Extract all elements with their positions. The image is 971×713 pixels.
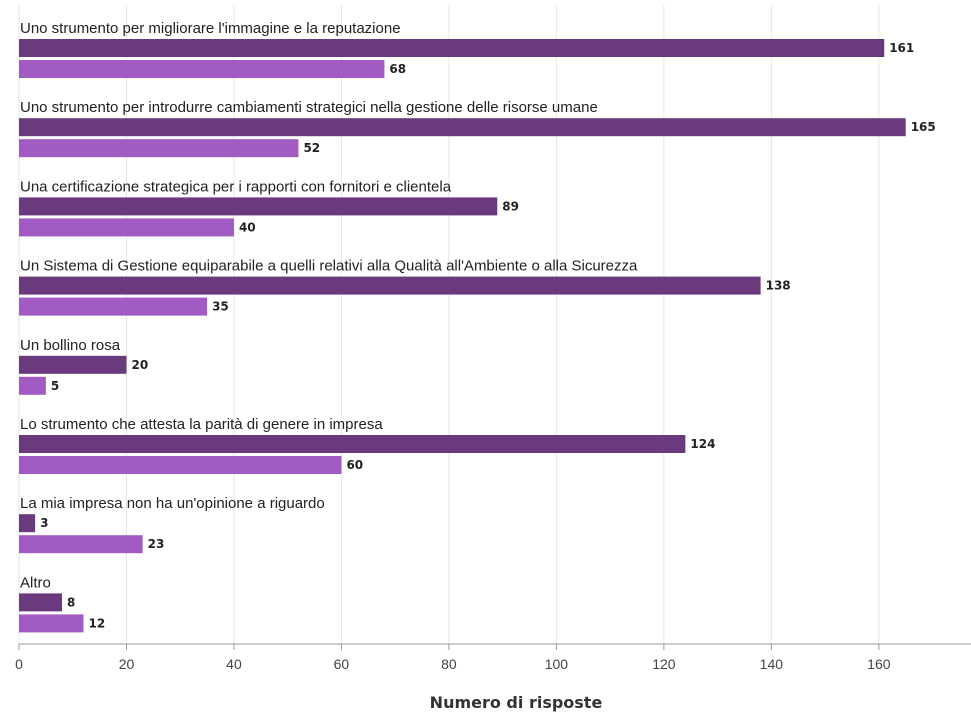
data-label: 165 — [911, 120, 936, 134]
x-tick-label: 20 — [119, 656, 135, 672]
data-label: 5 — [51, 379, 59, 393]
data-label: 89 — [502, 199, 519, 213]
category-label: Uno strumento per introdurre cambiamenti… — [20, 99, 598, 116]
x-axis-ticks: 0 20 40 60 80 100 120 140 160 — [15, 644, 891, 672]
data-label: 3 — [40, 516, 48, 530]
data-label: 52 — [303, 141, 320, 155]
data-label: 23 — [148, 537, 165, 551]
category-label: La mia impresa non ha un'opinione a rigu… — [20, 495, 325, 512]
bar — [19, 593, 62, 612]
bars — [19, 39, 906, 633]
bar — [19, 456, 342, 474]
bar — [19, 276, 761, 295]
data-label: 60 — [346, 458, 363, 472]
data-label: 40 — [239, 220, 256, 234]
bar — [19, 118, 906, 137]
labels: Uno strumento per migliorare l'immagine … — [20, 20, 936, 630]
bar — [19, 197, 498, 216]
x-tick-label: 100 — [545, 656, 569, 672]
x-tick-label: 60 — [334, 656, 350, 672]
gridlines — [18, 5, 880, 644]
data-label: 68 — [389, 62, 406, 76]
data-label: 12 — [88, 616, 105, 630]
bar — [19, 297, 208, 316]
x-tick-label: 40 — [226, 656, 242, 672]
category-label: Una certificazione strategica per i rapp… — [20, 178, 452, 195]
data-label: 20 — [131, 358, 148, 372]
bar — [19, 355, 127, 374]
data-label: 161 — [889, 41, 914, 55]
bar — [19, 614, 84, 633]
x-tick-label: 120 — [652, 656, 676, 672]
bar — [19, 435, 686, 453]
x-axis-title: Numero di risposte — [430, 693, 603, 712]
bar — [19, 376, 46, 395]
x-tick-label: 0 — [15, 656, 23, 672]
x-tick-label: 80 — [441, 656, 457, 672]
x-tick-label: 140 — [760, 656, 784, 672]
bar — [19, 535, 143, 554]
bar — [19, 60, 385, 78]
data-label: 35 — [212, 300, 229, 314]
category-label: Lo strumento che attesta la parità di ge… — [20, 416, 383, 433]
category-label: Uno strumento per migliorare l'immagine … — [20, 20, 401, 37]
data-label: 8 — [67, 595, 75, 609]
data-label: 138 — [766, 279, 791, 293]
bar — [19, 218, 234, 237]
data-label: 124 — [690, 437, 715, 451]
category-label: Un bollino rosa — [20, 337, 121, 354]
bar — [19, 39, 885, 57]
x-tick-label: 160 — [867, 656, 891, 672]
category-label: Altro — [20, 574, 51, 591]
category-label: Un Sistema di Gestione equiparabile a qu… — [20, 258, 638, 275]
bar — [19, 139, 299, 158]
bar — [19, 514, 36, 533]
